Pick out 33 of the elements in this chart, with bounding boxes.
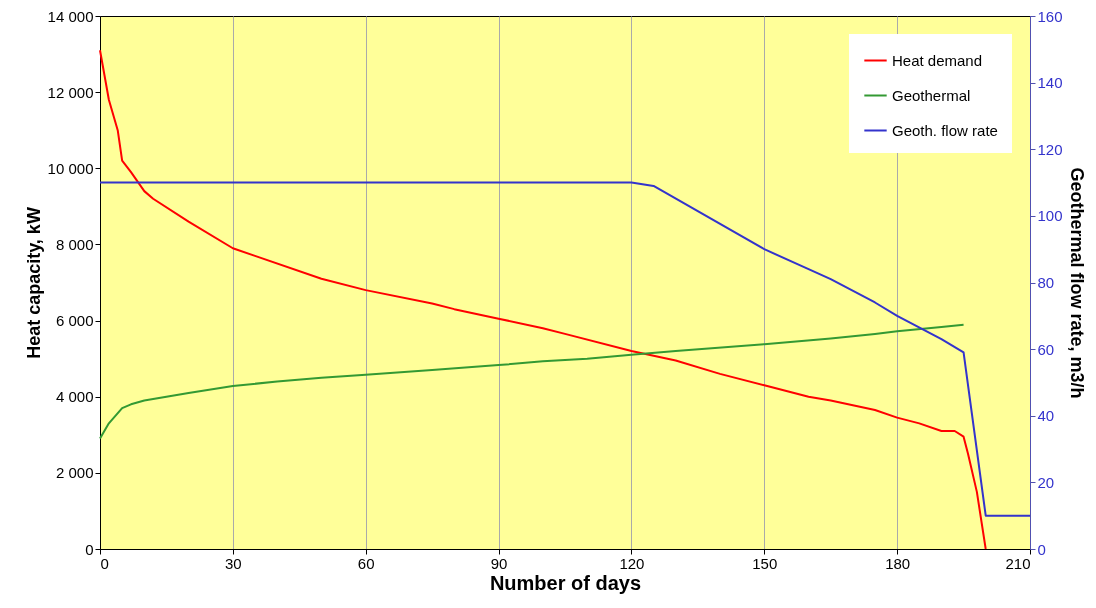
y2-tick-label: 80: [1037, 274, 1055, 291]
x-tick-label: 150: [752, 554, 778, 572]
legend-label: Heat demand: [892, 51, 983, 69]
y2-tick-label: 140: [1037, 74, 1063, 92]
y-tick-label: 8 000: [55, 235, 94, 253]
x-tick-label: 60: [357, 554, 375, 572]
y-axis-title: Heat capacity, kW: [23, 207, 44, 359]
y2-tick-label: 60: [1037, 340, 1055, 358]
x-tick-label: 0: [100, 554, 109, 572]
y2-tick-label: 160: [1037, 7, 1063, 25]
x-tick-label: 180: [885, 554, 911, 572]
y-tick-label: 14 000: [47, 7, 94, 25]
y2-tick-label: 100: [1037, 207, 1063, 225]
line-series: [99, 181, 1031, 517]
y2-tick-label: 20: [1037, 473, 1055, 491]
y-tick-label: 6 000: [55, 312, 94, 330]
y2-tick-label: 120: [1037, 140, 1063, 158]
y2-tick-label: 0: [1037, 540, 1046, 558]
y-tick-label: 10 000: [47, 159, 94, 177]
legend-label: Geothermal: [892, 86, 971, 104]
x-tick-label: 210: [1005, 554, 1031, 572]
y-tick-label: 0: [85, 540, 94, 558]
y-tick-label: 2 000: [55, 464, 94, 482]
line-series: [99, 323, 965, 440]
legend-label: Geoth. flow rate: [892, 121, 998, 139]
x-axis-title: Number of days: [489, 571, 642, 594]
y-tick-label: 4 000: [55, 388, 94, 406]
x-tick-label: 120: [619, 554, 645, 572]
y-tick-label: 12 000: [47, 83, 94, 101]
y2-axis-title: Geothermal flow rate, m3/h: [1066, 167, 1087, 399]
x-tick-label: 90: [490, 554, 508, 572]
y2-tick-label: 40: [1037, 407, 1055, 425]
x-tick-label: 30: [225, 554, 242, 572]
